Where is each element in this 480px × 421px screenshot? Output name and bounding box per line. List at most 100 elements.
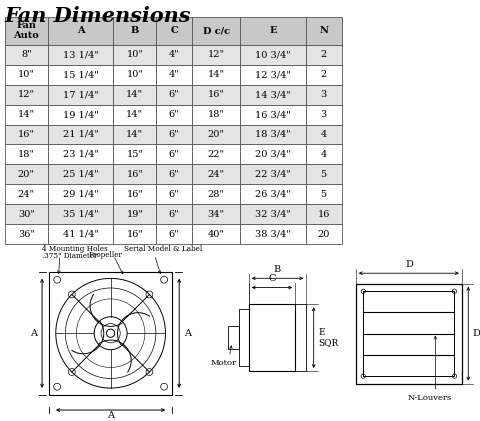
Bar — [305, 165, 341, 184]
Text: 17 1/4": 17 1/4" — [62, 90, 98, 99]
Bar — [192, 125, 240, 144]
Text: 14": 14" — [126, 110, 143, 119]
Text: 10 3/4": 10 3/4" — [255, 50, 290, 59]
Text: 16": 16" — [126, 170, 143, 179]
Text: 29 1/4": 29 1/4" — [62, 190, 98, 199]
Bar — [192, 165, 240, 184]
Bar — [240, 125, 305, 144]
Bar — [48, 45, 113, 65]
Text: 8": 8" — [21, 50, 32, 59]
Text: 24": 24" — [207, 170, 224, 179]
Bar — [192, 45, 240, 65]
Text: C: C — [170, 26, 178, 35]
Text: 6": 6" — [168, 130, 179, 139]
Text: 6": 6" — [168, 90, 179, 99]
Text: D: D — [471, 329, 480, 338]
Bar — [48, 85, 113, 104]
Text: 18": 18" — [207, 110, 224, 119]
Bar — [113, 184, 156, 204]
Text: 4: 4 — [320, 130, 326, 139]
Text: 4 Mounting Holes: 4 Mounting Holes — [42, 245, 108, 253]
Text: 5: 5 — [320, 170, 326, 179]
Bar — [156, 144, 192, 165]
Bar — [362, 291, 454, 376]
Bar — [156, 184, 192, 204]
Bar — [5, 45, 48, 65]
Bar — [192, 104, 240, 125]
Text: A: A — [183, 329, 191, 338]
Text: E: E — [269, 26, 276, 35]
Text: 3: 3 — [320, 110, 326, 119]
Bar — [192, 65, 240, 85]
Text: Fan
Auto: Fan Auto — [13, 21, 39, 40]
Text: 6": 6" — [168, 150, 179, 159]
Text: 36": 36" — [18, 230, 35, 239]
Bar — [5, 104, 48, 125]
Bar — [49, 272, 172, 395]
Bar — [305, 45, 341, 65]
Text: 22": 22" — [207, 150, 224, 159]
Text: D: D — [404, 260, 412, 269]
Text: 6": 6" — [168, 190, 179, 199]
Text: 25 1/4": 25 1/4" — [62, 170, 98, 179]
Text: .375" Diameter: .375" Diameter — [42, 252, 97, 260]
Text: 10": 10" — [126, 70, 143, 79]
Text: 22 3/4": 22 3/4" — [255, 170, 290, 179]
Text: 5: 5 — [320, 190, 326, 199]
Text: A: A — [107, 411, 114, 420]
Text: N: N — [319, 26, 327, 35]
Text: 12": 12" — [207, 50, 224, 59]
Bar — [48, 184, 113, 204]
Text: 15": 15" — [126, 150, 143, 159]
Bar — [48, 104, 113, 125]
Text: 16": 16" — [126, 230, 143, 239]
Text: 4: 4 — [320, 150, 326, 159]
Text: A: A — [77, 26, 84, 35]
Text: 30": 30" — [18, 210, 35, 219]
Bar — [113, 85, 156, 104]
Text: 6": 6" — [168, 230, 179, 239]
Bar — [248, 304, 295, 371]
Bar — [305, 104, 341, 125]
Text: 14": 14" — [18, 110, 35, 119]
Text: 19": 19" — [126, 210, 143, 219]
Text: 15 1/4": 15 1/4" — [62, 70, 98, 79]
Text: 38 3/4": 38 3/4" — [255, 230, 290, 239]
Text: 14": 14" — [207, 70, 224, 79]
Bar — [5, 204, 48, 224]
Text: 2: 2 — [320, 70, 326, 79]
Bar — [113, 45, 156, 65]
Bar — [240, 85, 305, 104]
Bar — [113, 224, 156, 244]
Bar — [156, 165, 192, 184]
Text: 4": 4" — [168, 50, 179, 59]
Text: 13 1/4": 13 1/4" — [62, 50, 98, 59]
Text: B: B — [273, 265, 280, 274]
Text: 41 1/4": 41 1/4" — [62, 230, 98, 239]
Bar — [228, 326, 239, 349]
Bar — [240, 17, 305, 45]
Text: N-Louvers: N-Louvers — [407, 394, 451, 402]
Bar — [305, 184, 341, 204]
Text: 16 3/4": 16 3/4" — [255, 110, 290, 119]
Text: 16": 16" — [207, 90, 224, 99]
Bar — [5, 165, 48, 184]
Text: 12": 12" — [18, 90, 35, 99]
Bar — [113, 144, 156, 165]
Text: 20: 20 — [317, 230, 329, 239]
Text: C: C — [268, 274, 275, 283]
Bar — [5, 144, 48, 165]
Text: A: A — [30, 329, 37, 338]
Text: 16": 16" — [18, 130, 35, 139]
Bar — [240, 204, 305, 224]
Text: 20 3/4": 20 3/4" — [255, 150, 290, 159]
Bar — [156, 85, 192, 104]
Bar — [48, 224, 113, 244]
Bar — [305, 65, 341, 85]
Text: 40": 40" — [207, 230, 224, 239]
Bar — [113, 65, 156, 85]
Text: 2: 2 — [320, 50, 326, 59]
Text: 14": 14" — [126, 130, 143, 139]
Bar — [48, 65, 113, 85]
Text: 26 3/4": 26 3/4" — [255, 190, 290, 199]
